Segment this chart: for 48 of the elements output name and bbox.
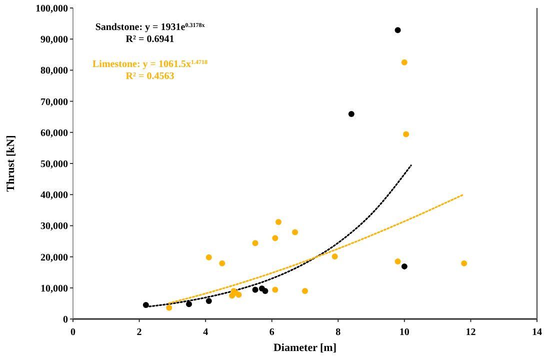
y-tick-label: 70,000 xyxy=(40,96,68,108)
x-tick-label: 4 xyxy=(203,327,208,338)
y-tick-label: 50,000 xyxy=(40,159,68,170)
point xyxy=(394,258,401,264)
point xyxy=(401,263,408,270)
point xyxy=(252,286,258,293)
point xyxy=(272,235,278,242)
y-tick-label: 20,000 xyxy=(40,252,68,264)
x-tick-label: 10 xyxy=(399,327,410,338)
point xyxy=(292,229,298,236)
point xyxy=(142,302,149,308)
point xyxy=(236,292,242,298)
point xyxy=(272,286,278,293)
x-tick-label: 0 xyxy=(70,327,76,338)
y-tick-label: 10,000 xyxy=(40,283,68,294)
y-tick-label: 0 xyxy=(63,314,68,326)
x-axis-title: Diameter [m] xyxy=(273,342,337,354)
point xyxy=(206,298,212,304)
y-tick-label: 90,000 xyxy=(40,34,68,46)
annotation: Limestone: y = 1061.5x$^{1.4718}$ xyxy=(92,59,208,70)
y-axis-title: Thrust [kN] xyxy=(5,135,17,192)
x-tick-label: 8 xyxy=(336,327,341,338)
y-tick-label: 30,000 xyxy=(40,221,68,232)
y-tick-label: 100,000 xyxy=(36,4,68,14)
point xyxy=(332,253,338,260)
x-tick-label: 14 xyxy=(532,327,542,338)
point xyxy=(401,59,408,66)
point xyxy=(206,254,212,260)
point xyxy=(252,240,258,246)
annotation: R² = 0.6941 xyxy=(126,34,174,45)
y-tick-label: 40,000 xyxy=(40,190,68,202)
y-tick-label: 60,000 xyxy=(40,128,68,139)
point xyxy=(166,304,172,311)
point xyxy=(461,260,468,266)
point xyxy=(348,111,354,118)
point xyxy=(262,288,268,294)
point xyxy=(302,288,308,294)
point xyxy=(186,301,192,308)
annotation: Sandstone: y = 1931e$^{0.3178x}$ xyxy=(95,22,205,33)
point xyxy=(394,27,401,34)
point xyxy=(403,131,410,138)
x-tick-label: 2 xyxy=(136,327,142,338)
point xyxy=(219,260,226,266)
annotation: R² = 0.4563 xyxy=(126,71,174,82)
x-tick-label: 12 xyxy=(466,327,476,338)
point xyxy=(275,218,282,225)
x-tick-label: 6 xyxy=(269,327,274,338)
y-tick-label: 80,000 xyxy=(40,66,68,77)
